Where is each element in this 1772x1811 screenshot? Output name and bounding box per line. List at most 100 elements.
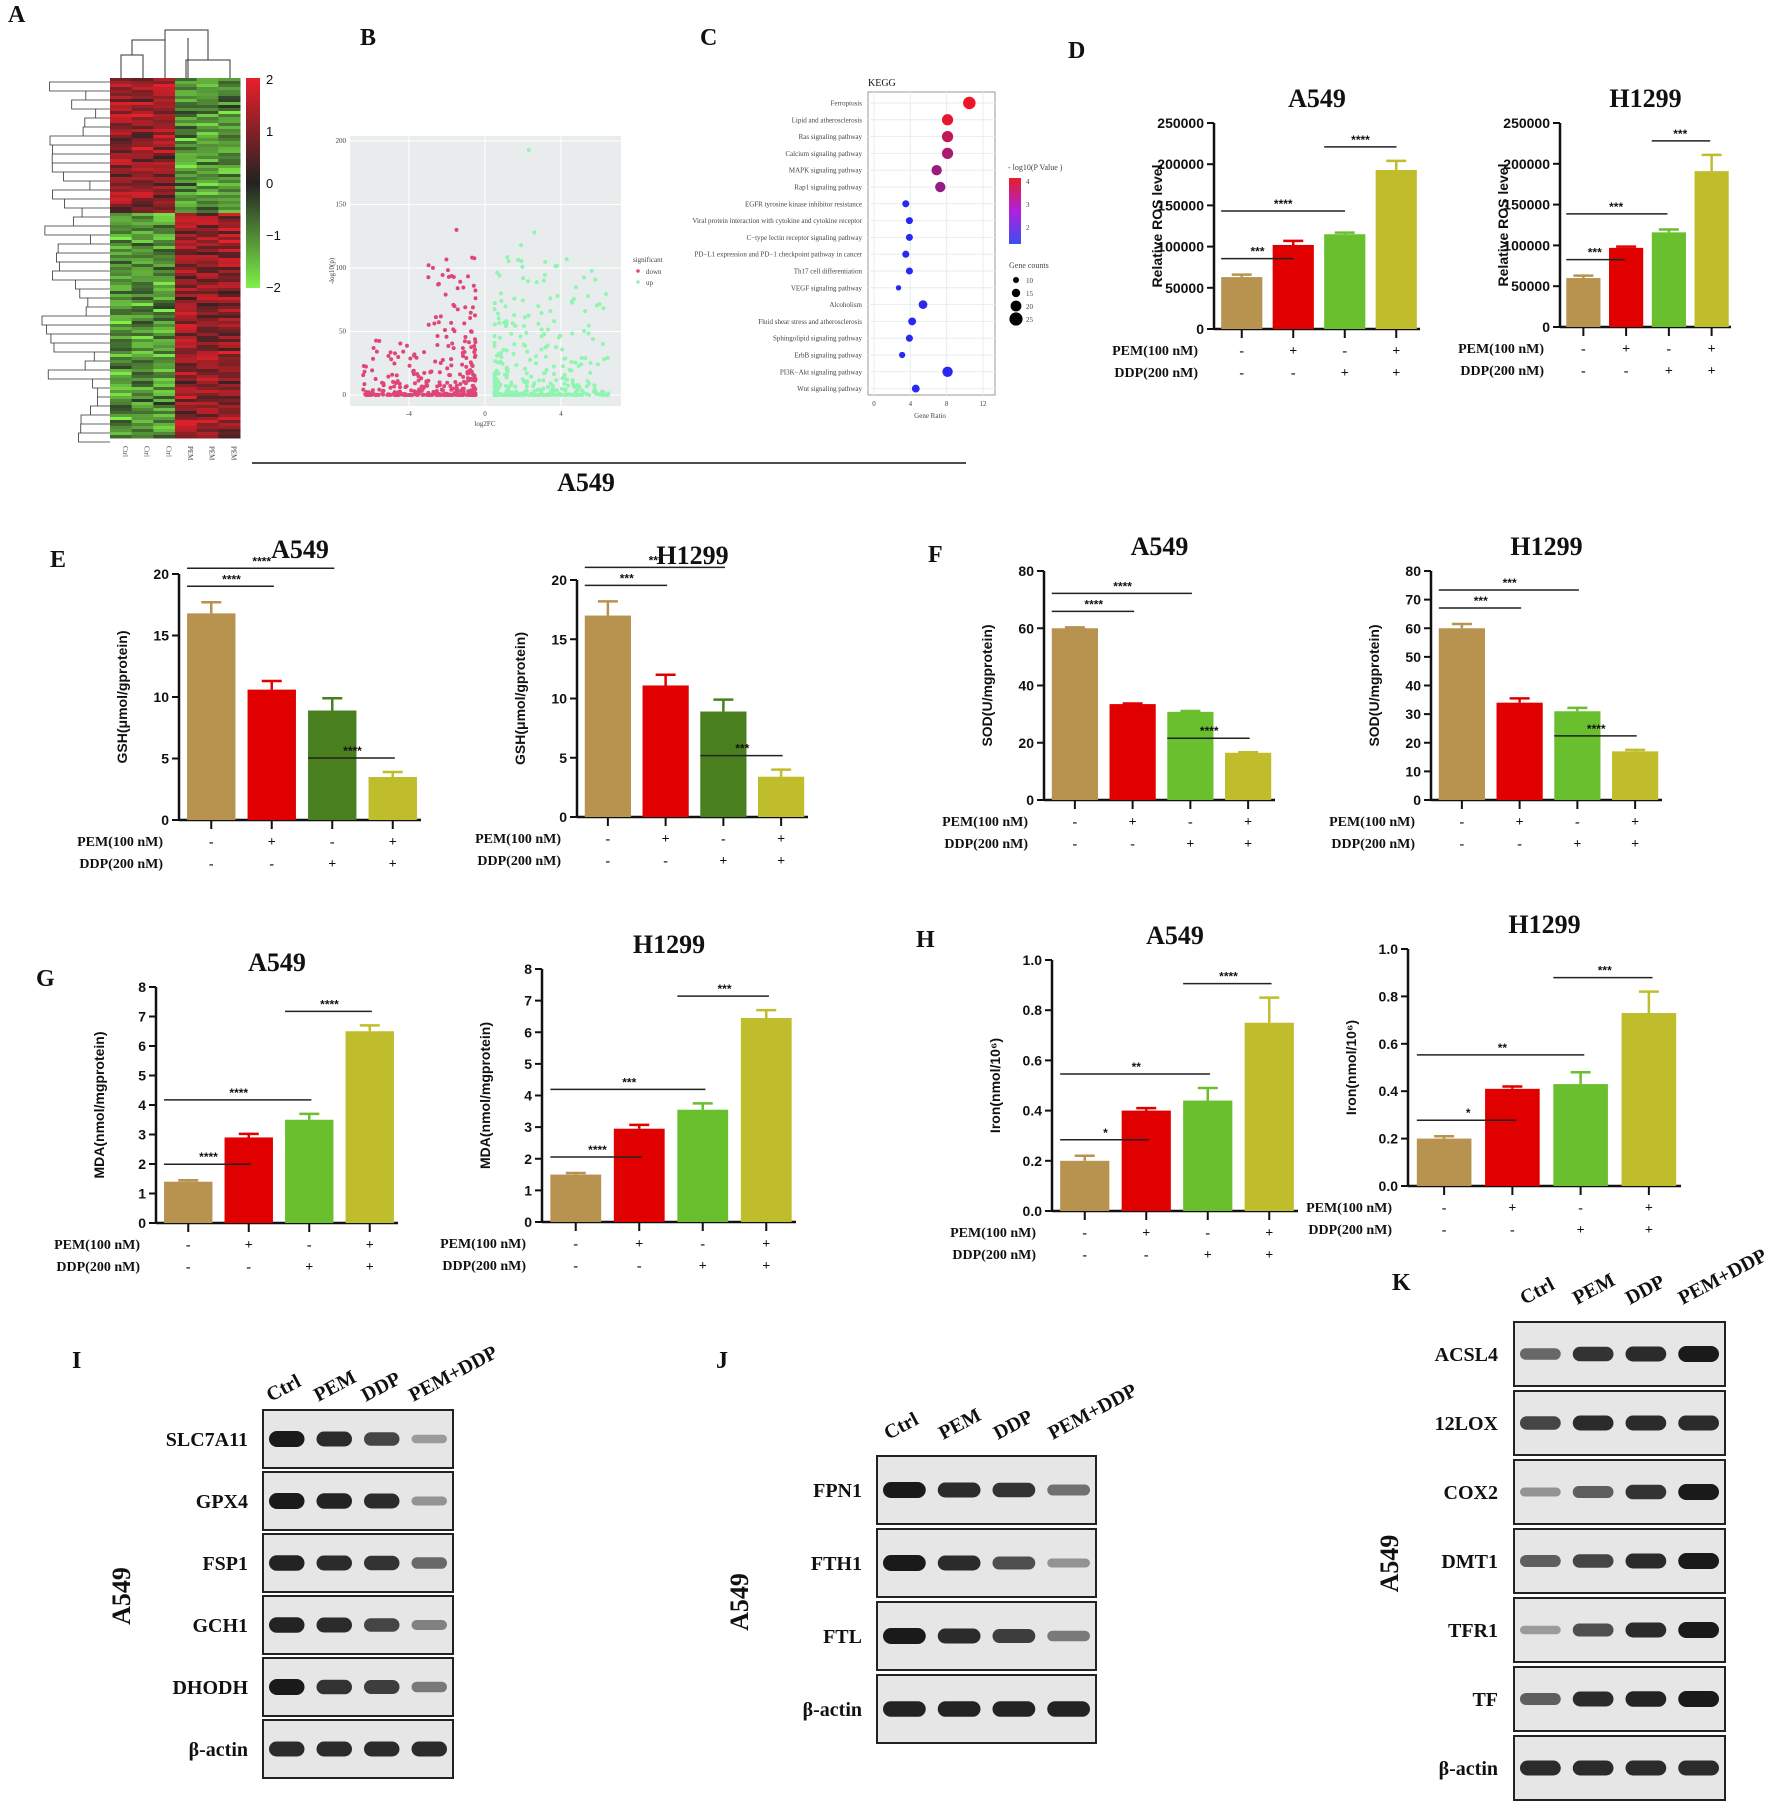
heatmap-cell — [218, 363, 241, 367]
error-bar — [261, 679, 282, 690]
volcano-point-up — [535, 387, 540, 392]
heatmap-cell — [175, 123, 198, 127]
protein-band — [883, 1701, 926, 1717]
volcano-point-up — [596, 392, 601, 397]
heatmap-cell — [110, 402, 133, 406]
heatmap-cell — [175, 117, 198, 121]
heatmap-cell — [175, 99, 198, 103]
heatmap-cell — [196, 243, 219, 247]
heatmap-cell — [196, 285, 219, 289]
heatmap-cell — [153, 201, 176, 205]
heatmap-cell — [175, 324, 198, 328]
bar — [1566, 278, 1601, 327]
heatmap-cell — [131, 339, 154, 343]
volcano-point-up — [512, 296, 517, 301]
heatmap-cell — [218, 255, 241, 259]
volcano-point — [519, 243, 524, 248]
volcano-point-up — [515, 392, 520, 397]
heatmap-cell — [175, 387, 198, 391]
heatmap-cell — [175, 171, 198, 175]
heatmap-cell — [153, 213, 176, 217]
ddp-label: DDP(200 nM) — [442, 1259, 526, 1274]
heatmap-cell — [153, 195, 176, 199]
volcano-point-down — [460, 362, 465, 367]
kegg-pathway-label: MAPK signaling pathway — [789, 167, 863, 175]
heatmap-cell — [131, 147, 154, 151]
heatmap-cell — [153, 405, 176, 409]
significance-label: *** — [1503, 576, 1517, 590]
heatmap-cell — [110, 306, 133, 310]
heatmap-cell — [196, 327, 219, 331]
lane-label: PEM — [310, 1366, 360, 1406]
volcano-point-up — [588, 370, 593, 375]
kegg-plot-area — [867, 91, 996, 396]
volcano-point-up — [504, 375, 509, 380]
heatmap-cell — [153, 312, 176, 316]
heatmap-cell — [110, 309, 133, 313]
error-bar — [692, 1102, 713, 1110]
pem-condition: - — [1239, 344, 1244, 359]
volcano-point-up — [512, 313, 517, 318]
heatmap-cell — [175, 357, 198, 361]
y-tick-label: 1.0 — [1023, 952, 1043, 968]
error-bar — [322, 696, 343, 711]
heatmap-cell — [175, 315, 198, 319]
volcano-point-up — [526, 279, 531, 284]
heatmap-cell — [196, 141, 219, 145]
y-tick-label: 20 — [1018, 735, 1034, 751]
heatmap-cell — [196, 180, 219, 184]
heatmap-cell — [196, 222, 219, 226]
protein-label: β-actin — [803, 1699, 862, 1721]
heatmap-cell — [196, 108, 219, 112]
heatmap-column-label: PEM — [208, 446, 216, 461]
heatmap-cell — [153, 204, 176, 208]
y-tick-label: 0.6 — [1023, 1052, 1043, 1068]
volcano-point-up — [492, 334, 497, 339]
kegg-point — [905, 233, 913, 241]
volcano-point-down — [440, 273, 445, 278]
volcano-point-down — [470, 392, 475, 397]
heatmap-cell — [131, 111, 154, 115]
pem-label: PEM(100 nM) — [475, 832, 561, 847]
pem-condition: + — [245, 1238, 253, 1253]
volcano-point-down — [426, 275, 431, 280]
heatmap-cell — [153, 162, 176, 166]
cell-line-label: A549 — [725, 1573, 754, 1631]
heatmap-cell — [196, 150, 219, 154]
protein-band — [269, 1555, 305, 1571]
y-tick-label: 3 — [524, 1119, 532, 1135]
ddp-condition: + — [777, 854, 785, 869]
heatmap-cell — [196, 177, 219, 181]
volcano-point-down — [362, 369, 367, 374]
pem-condition: + — [1265, 1226, 1273, 1241]
volcano-point-down — [464, 356, 469, 361]
volcano-point-up — [575, 384, 580, 389]
volcano-point-up — [505, 369, 510, 374]
heatmap-cell — [110, 435, 133, 439]
heatmap-cell — [218, 168, 241, 172]
heatmap-cell — [110, 111, 133, 115]
heatmap-cell — [153, 267, 176, 271]
heatmap-cell — [131, 249, 154, 253]
heatmap-cell — [218, 174, 241, 178]
volcano-point-down — [466, 340, 471, 345]
ddp-condition: + — [1665, 364, 1673, 379]
volcano-point-up — [503, 304, 508, 309]
heatmap-cell — [131, 222, 154, 226]
protein-band — [269, 1617, 305, 1633]
size-legend-dot — [1009, 312, 1023, 326]
volcano-point-down — [373, 377, 378, 382]
heatmap-cell — [175, 384, 198, 388]
ddp-condition: + — [389, 857, 397, 872]
heatmap-cell — [218, 237, 241, 241]
volcano-point-up — [558, 392, 563, 397]
heatmap-cell — [131, 96, 154, 100]
volcano-point-down — [408, 356, 413, 361]
protein-label: GCH1 — [192, 1615, 248, 1637]
error-bar — [1451, 622, 1472, 629]
heatmap-cell — [175, 108, 198, 112]
heatmap-cell — [131, 213, 154, 217]
panel-label-h: H — [916, 927, 935, 953]
heatmap-cell — [218, 81, 241, 85]
heatmap-cell — [131, 84, 154, 88]
